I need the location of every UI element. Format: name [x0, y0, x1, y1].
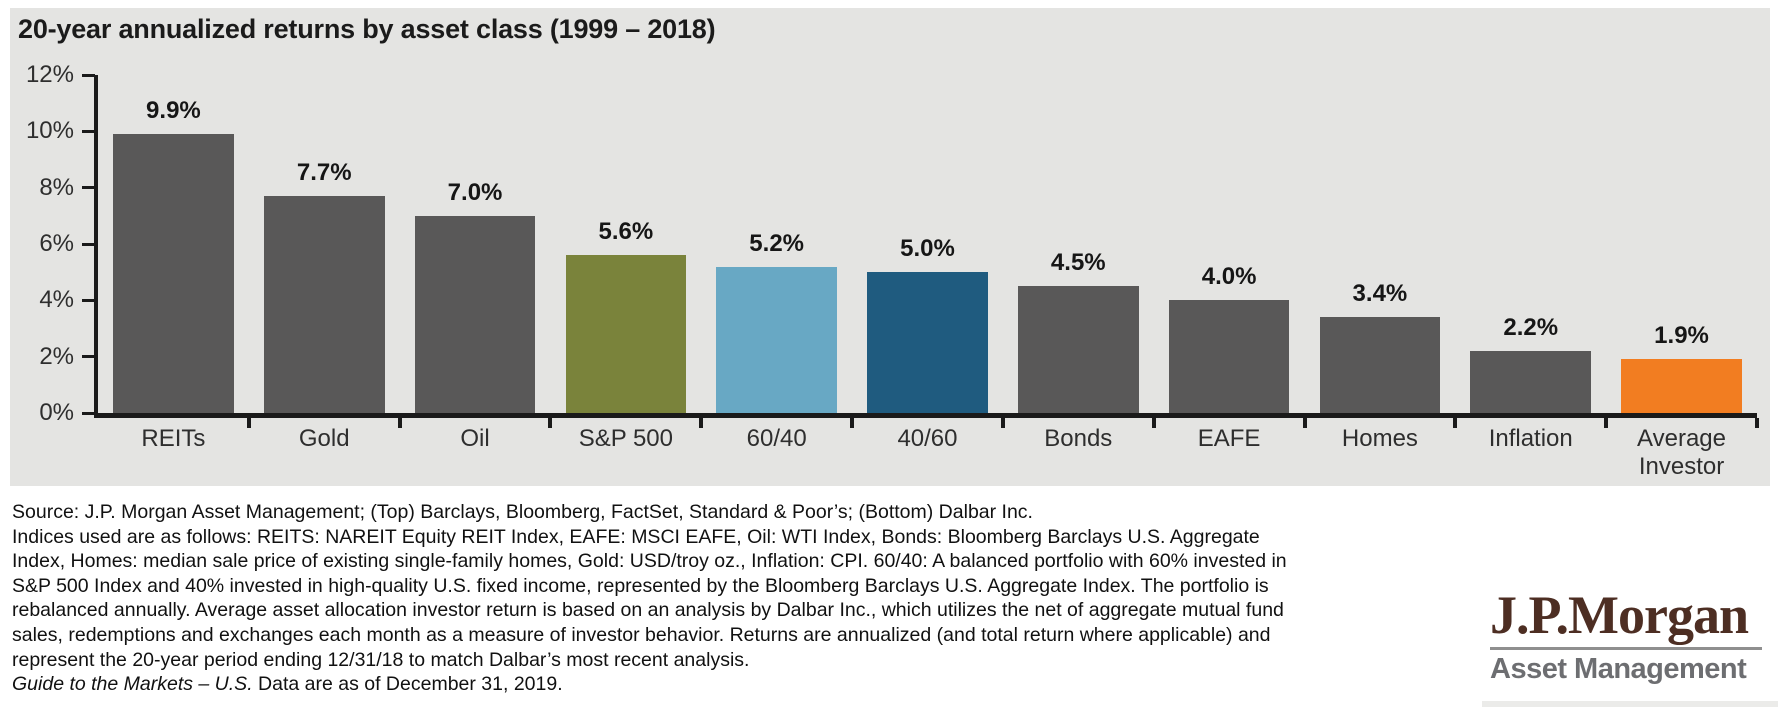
bar-value-label: 9.9% [146, 97, 201, 125]
footnote-line: Source: J.P. Morgan Asset Management; (T… [12, 501, 1033, 523]
y-axis-tick [82, 186, 95, 190]
bar-value-label: 5.6% [598, 218, 654, 246]
y-axis-label: 2% [39, 342, 74, 370]
x-axis-tick [1000, 418, 1005, 428]
bar-slot-oil: 7.0% [400, 75, 551, 413]
bar-average-investor [1621, 359, 1742, 413]
y-axis-label: 0% [39, 399, 74, 426]
footnote-line: rebalanced annually. Average asset alloc… [12, 599, 1284, 622]
bar-value-label: 3.4% [1352, 280, 1408, 308]
x-axis-tick [397, 418, 402, 428]
bar-reits [113, 134, 234, 413]
guide-to-the-markets-label: Guide to the Markets – U.S. [12, 673, 253, 696]
bar-slot-gold: 7.7% [249, 75, 400, 413]
bar-slot-eafe: 4.0% [1154, 75, 1305, 413]
y-axis-label: 12% [25, 61, 74, 88]
bar-value-label: 5.2% [749, 229, 804, 257]
x-axis-label-s-p-500: S&P 500 [578, 425, 673, 452]
bar-60-40 [716, 266, 837, 413]
x-axis-line [94, 413, 1757, 418]
footnote-line: sales, redemptions and exchanges each mo… [12, 623, 1271, 646]
x-axis-label-bonds: Bonds [1044, 425, 1113, 452]
y-axis-label: 6% [39, 230, 74, 257]
bar-slot-inflation: 2.2% [1455, 75, 1606, 413]
bars-container: 9.9% 7.7% 7.0% 5.6% 5.2% 5.0% 4.5% 4.0% 3.4% 2.2%… [98, 75, 1757, 413]
x-axis-label-40-60: 40/60 [897, 425, 958, 452]
bar-value-label: 1.9% [1654, 322, 1709, 350]
source-footnote: Source: J.P. Morgan Asset Management; (T… [12, 500, 1452, 697]
x-axis-tick [1604, 418, 1609, 428]
data-as-of-label: Data are as of December 31, 2019. [252, 673, 563, 696]
chart-title: 20-year annualized returns by asset clas… [18, 14, 716, 44]
bar-slot-homes: 3.4% [1305, 75, 1456, 413]
y-axis-tick [82, 129, 95, 133]
bar-inflation [1470, 351, 1592, 413]
bar-oil [414, 215, 536, 413]
logo-divider-line [1490, 647, 1762, 650]
bar-value-label: 4.5% [1050, 249, 1106, 277]
bar-bonds [1017, 286, 1139, 413]
jpmorgan-logo-subtitle: Asset Management [1490, 653, 1747, 685]
bar-eafe [1168, 300, 1290, 413]
y-axis-label: 10% [25, 117, 74, 145]
bar-40-60 [867, 272, 988, 413]
chart-panel: 20-year annualized returns by asset clas… [10, 8, 1770, 486]
y-axis-line [94, 75, 98, 418]
x-axis-tick [548, 418, 553, 428]
x-axis-labels: REITs Gold Oil S&P 500 60/40 40/60 Bonds EAFE Ho… [98, 425, 1757, 480]
footnote-line: S&P 500 Index and 40% invested in high-q… [12, 574, 1269, 597]
bar-slot-reits: 9.9% [98, 75, 249, 413]
bar-homes [1319, 317, 1441, 413]
x-axis-tick [850, 418, 855, 428]
footnote-line: represent the 20-year period ending 12/3… [12, 648, 750, 671]
bottom-right-edge-artifact [1482, 701, 1778, 707]
x-axis-tick [1755, 418, 1759, 428]
y-axis-label: 8% [39, 173, 74, 201]
bar-slot-average-investor: 1.9% [1606, 75, 1757, 413]
y-axis-tick [82, 242, 95, 246]
bar-value-label: 5.0% [900, 235, 955, 263]
y-axis-tick [82, 411, 95, 415]
y-axis-tick [82, 298, 95, 302]
bar-value-label: 4.0% [1201, 263, 1257, 291]
x-axis-tick [246, 418, 251, 428]
x-axis-tick [1151, 418, 1156, 428]
x-axis-label-homes: Homes [1341, 425, 1418, 452]
x-axis-label-gold: Gold [298, 425, 350, 452]
y-axis-tick [82, 355, 95, 359]
bar-s-p-500 [565, 255, 687, 413]
bar-gold [263, 196, 385, 413]
x-axis-label-inflation: Inflation [1488, 425, 1573, 452]
bar-slot-s-p-500: 5.6% [550, 75, 701, 413]
y-axis-label: 4% [39, 286, 74, 314]
x-axis-label-oil: Oil [460, 425, 490, 452]
bar-value-label: 7.0% [447, 178, 503, 206]
x-axis-tick [699, 418, 704, 428]
footnote-line-guide: Guide to the Markets – U.S. Data are as … [12, 672, 1452, 697]
bar-slot-bonds: 4.5% [1003, 75, 1154, 413]
x-axis-tick [1302, 418, 1307, 428]
bar-value-label: 7.7% [296, 159, 352, 187]
x-axis-label-60-40: 60/40 [746, 425, 807, 452]
x-axis-tick [1453, 418, 1458, 428]
x-axis-label-average-investor: Average Investor [1637, 425, 1727, 480]
bar-slot-60-40: 5.2% [701, 75, 852, 413]
x-axis-label-reits: REITs [141, 425, 206, 452]
bar-slot-40-60: 5.0% [852, 75, 1003, 413]
jpmorgan-logo-wordmark: J.P.Morgan [1490, 585, 1749, 645]
jpmorgan-logo: J.P.Morgan Asset Management [1490, 588, 1762, 686]
footnote-line: Indices used are as follows: REITS: NARE… [12, 525, 1260, 548]
bar-value-label: 2.2% [1503, 314, 1559, 342]
footnote-line: Index, Homes: median sale price of exist… [12, 550, 1287, 573]
x-axis-label-eafe: EAFE [1197, 425, 1261, 452]
plot-area: 9.9% 7.7% 7.0% 5.6% 5.2% 5.0% 4.5% 4.0% 3.4% 2.2%… [26, 63, 1759, 428]
y-axis-tick [82, 73, 95, 77]
